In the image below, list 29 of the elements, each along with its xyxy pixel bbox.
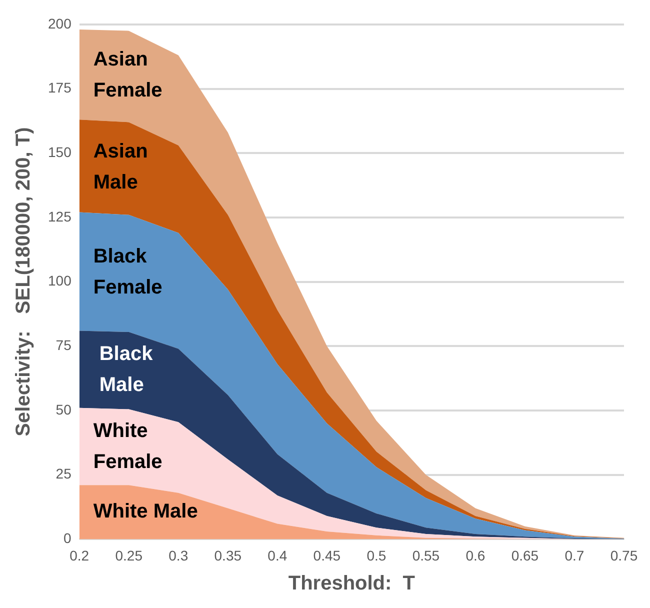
x-tick-label: 0.35 bbox=[214, 547, 242, 564]
y-tick-label: 200 bbox=[48, 15, 72, 32]
series-label: White Female bbox=[93, 420, 162, 473]
series-label: Asian Male bbox=[93, 140, 148, 194]
y-tick-label: 75 bbox=[56, 337, 72, 354]
y-tick-label: 25 bbox=[56, 466, 72, 482]
y-axis-title: Selectivity: SEL(180000, 200, T) bbox=[12, 127, 35, 436]
y-tick-label: 50 bbox=[56, 401, 72, 418]
x-tick-label: 0.55 bbox=[412, 547, 440, 564]
series-label: Black Female bbox=[93, 245, 162, 298]
x-tick-label: 0.6 bbox=[466, 547, 486, 564]
series-label: Asian Female bbox=[93, 48, 162, 102]
y-tick-label: 125 bbox=[48, 208, 72, 224]
x-tick-label: 0.65 bbox=[511, 547, 539, 564]
x-tick-label: 0.25 bbox=[115, 547, 143, 564]
y-tick-label: 0 bbox=[64, 530, 72, 546]
x-tick-label: 0.4 bbox=[268, 547, 288, 564]
x-tick-label: 0.3 bbox=[168, 547, 188, 564]
y-tick-label: 150 bbox=[48, 144, 72, 160]
x-axis-title: Threshold: T bbox=[288, 572, 416, 595]
x-tick-label: 0.2 bbox=[70, 547, 90, 564]
x-tick-label: 0.45 bbox=[313, 547, 341, 564]
x-tick-label: 0.75 bbox=[610, 547, 638, 564]
y-tick-label: 175 bbox=[48, 80, 72, 96]
series-label: White Male bbox=[93, 500, 198, 523]
series-label: Black Male bbox=[99, 342, 154, 396]
x-tick-label: 0.7 bbox=[564, 547, 584, 564]
x-tick-label: 0.5 bbox=[366, 547, 386, 564]
y-tick-label: 100 bbox=[48, 272, 72, 289]
